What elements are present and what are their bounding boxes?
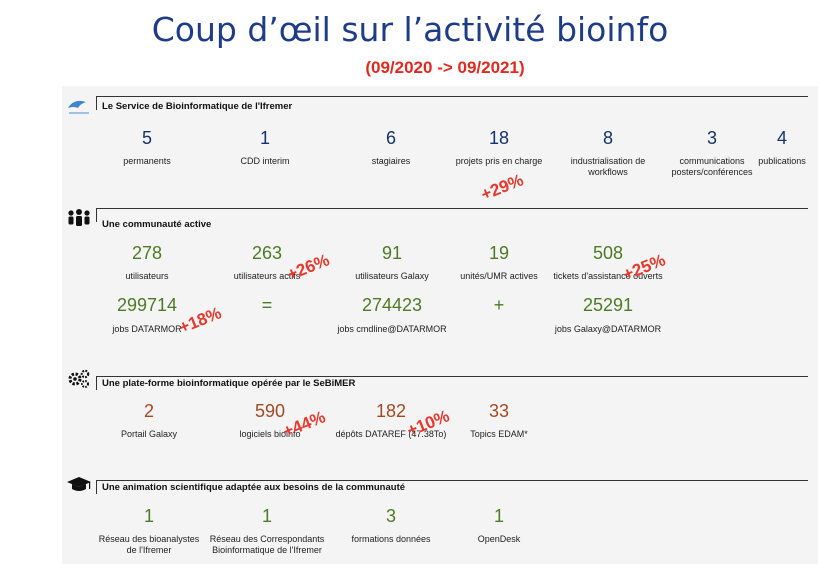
stat-value: 91 (381, 243, 403, 263)
stat-value: 1 (493, 506, 504, 526)
stat-label: publications (758, 156, 806, 166)
stat-label: industrialisation de workflows (570, 156, 646, 177)
ifremer-logo (66, 96, 92, 118)
activity-panel: Le Service de Bioinformatique de l'Ifrem… (62, 86, 818, 564)
stat-value: 299714 (116, 295, 178, 315)
plus-sign: + (493, 295, 505, 315)
stat-value: 2 (143, 401, 154, 421)
growth-badge: +29% (478, 170, 527, 205)
stat-value: 182 (375, 401, 407, 421)
equals-sign: = (261, 295, 273, 315)
stat-value: 3 (385, 506, 396, 526)
stat-value: 19 (488, 243, 510, 263)
stat-value: 4 (776, 128, 787, 148)
stat-value: 1 (143, 506, 154, 526)
stat-value: 18 (488, 128, 510, 148)
stat-value: 1 (261, 506, 272, 526)
stat-label: OpenDesk (477, 534, 521, 544)
stat-value: 508 (592, 243, 624, 263)
section-heading-community: Une communauté active (102, 219, 212, 230)
stat-value: 5 (141, 128, 152, 148)
stat-value: 25291 (582, 295, 634, 315)
stat-label: stagiaires (371, 156, 411, 166)
stat-value: 8 (602, 128, 613, 148)
graduation-cap-icon (66, 474, 92, 496)
stat-label: jobs Galaxy@DATARMOR (554, 324, 662, 334)
stat-label: communications posters/conférences (671, 156, 753, 177)
stat-value: 590 (254, 401, 286, 421)
stat-label: tickets d'assistance ouverts (553, 271, 663, 281)
section-heading-animation: Une animation scientifique adaptée aux b… (102, 482, 406, 493)
stat-label: unités/UMR actives (460, 271, 538, 281)
stat-label: jobs cmdline@DATARMOR (337, 324, 447, 334)
stat-label: utilisateurs (125, 271, 169, 281)
stat-label: utilisateurs actifs (233, 271, 301, 281)
stat-value: 3 (706, 128, 717, 148)
stat-value: 6 (385, 128, 396, 148)
people-icon (66, 208, 92, 230)
stat-label: projets pris en charge (455, 156, 543, 166)
stat-label: Topics EDAM* (470, 429, 528, 439)
page-title: Coup d’œil sur l’activité bioinfo (151, 10, 669, 49)
section-heading-platform: Une plate-forme bioinformatique opérée p… (102, 378, 356, 389)
stat-label: Réseau des bioanalystes de l'Ifremer (98, 534, 200, 555)
stat-value: 278 (131, 243, 163, 263)
stat-label: utilisateurs Galaxy (355, 271, 429, 281)
stat-label: CDD interim (240, 156, 290, 166)
stat-label: jobs DATARMOR (112, 324, 182, 334)
stat-label: Portail Galaxy (120, 429, 178, 439)
stat-value: 263 (251, 243, 283, 263)
stat-label: permanents (123, 156, 171, 166)
stat-label: logiciels bioinfo (239, 429, 301, 439)
stat-value: 33 (488, 401, 510, 421)
section-heading-service: Le Service de Bioinformatique de l'Ifrem… (102, 101, 293, 112)
page-subtitle: (09/2020 -> 09/2021) (365, 58, 525, 77)
stat-value: 1 (259, 128, 270, 148)
stat-label: Réseau des Correspondants Bioinformatiqu… (209, 534, 325, 555)
stat-value: 274423 (361, 295, 423, 315)
stat-label: dépôts DATAREF (47.38To) (335, 429, 447, 439)
gears-icon (66, 368, 92, 390)
stat-label: formations données (351, 534, 431, 544)
